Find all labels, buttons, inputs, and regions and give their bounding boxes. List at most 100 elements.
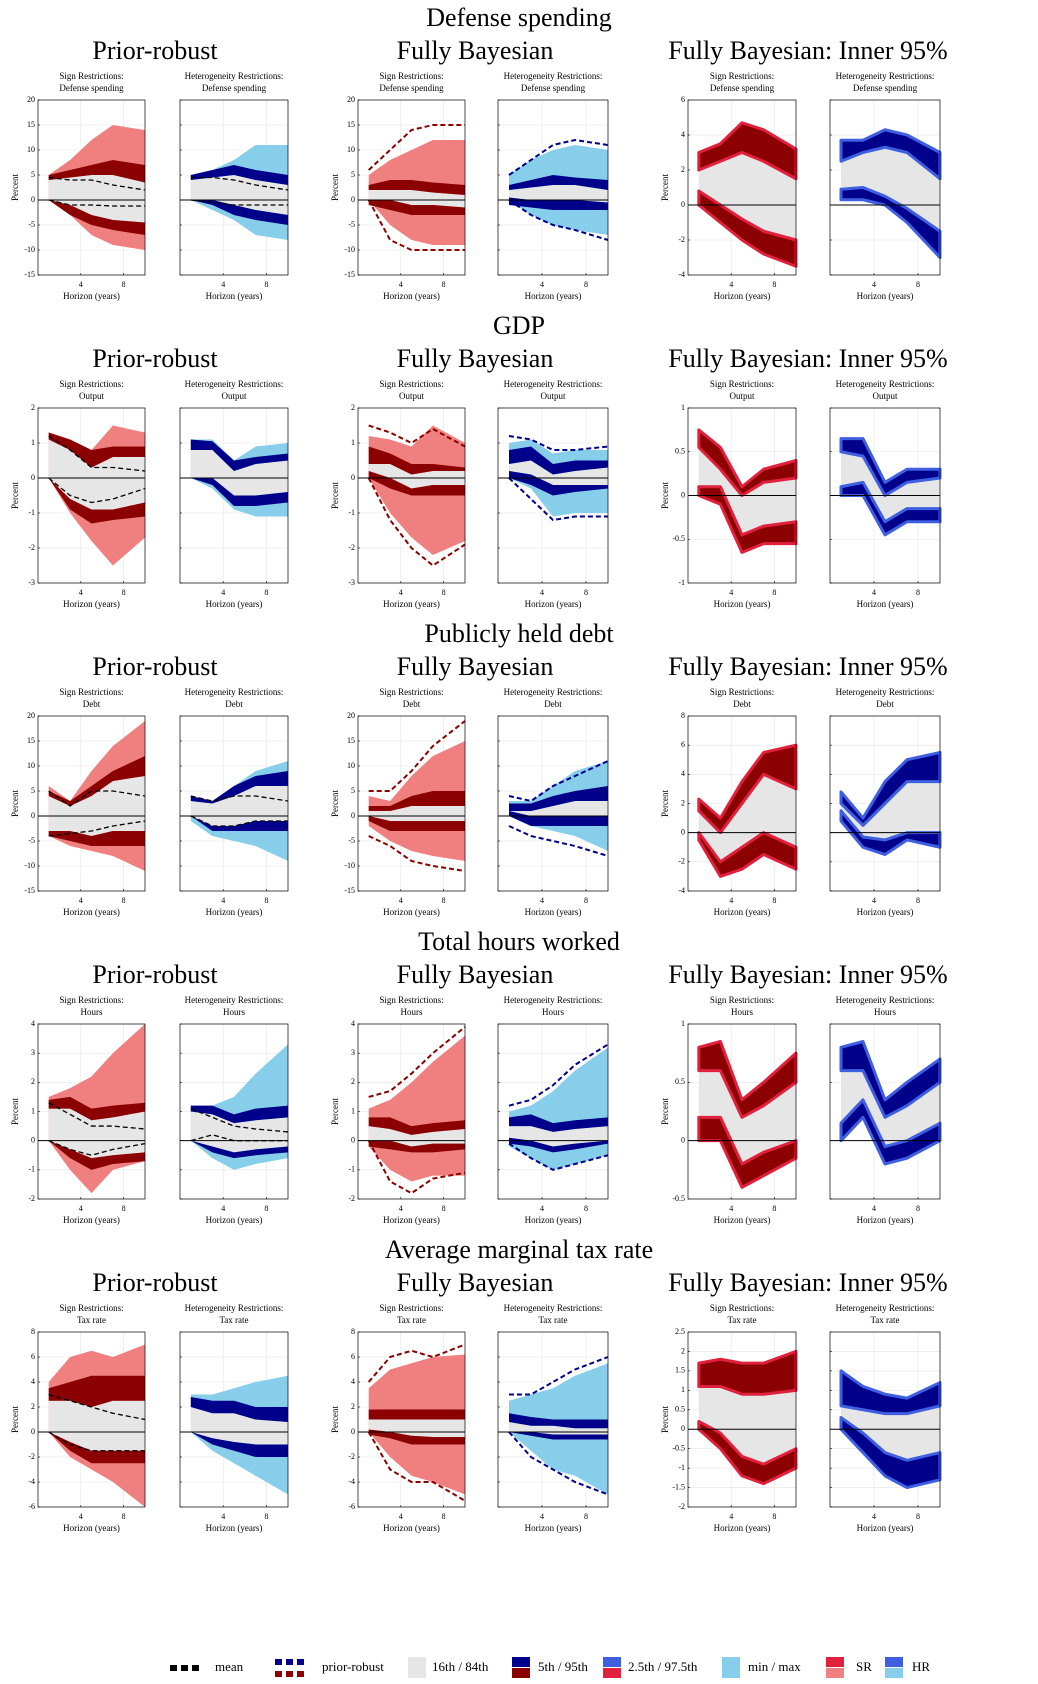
panel-subtitle: Hours [731,1007,753,1017]
y-tick-label: 4 [351,1019,355,1028]
panel: Sign Restrictions: Hours -2 -1 0 1 2 3 4 4 8Horizo… [330,995,466,1225]
y-axis-label: Percent [660,790,670,817]
band-lower [509,1432,608,1440]
y-tick-label: 20 [347,711,355,720]
panel-subtitle: Debt [876,699,894,709]
x-axis-label: Horizon (years) [857,1215,914,1225]
x-axis-label: Horizon (years) [383,907,440,917]
y-tick-label: -1.5 [672,1482,685,1491]
legend-label: 5th / 95th [538,1659,588,1674]
y-axis-label: Percent [10,482,20,509]
panel-restriction: Heterogeneity Restrictions: [504,687,603,697]
band-upper [368,180,465,195]
panel-restriction: Sign Restrictions: [710,995,774,1005]
legend-swatch [170,1665,177,1671]
panel-subtitle: Tax rate [219,1315,248,1325]
legend-swatch [275,1659,282,1665]
panel-restriction: Sign Restrictions: [710,71,774,81]
y-tick-label: 20 [27,711,35,720]
panel: Sign Restrictions: Output -1 -0.5 0 0.5 1 4 8Hor… [660,379,798,609]
plot-frame [357,715,466,892]
band-16-84 [509,185,608,203]
y-tick-label: 10 [27,145,35,154]
band-lower [368,816,465,831]
panel-restriction: Sign Restrictions: [59,71,123,81]
x-axis-label: Horizon (years) [206,907,263,917]
row-title: Total hours worked [418,927,620,956]
plot-frame [179,407,289,584]
band-16-84 [509,1422,608,1435]
x-tick-label: 4 [729,1204,733,1213]
panel-restriction: Heterogeneity Restrictions: [185,379,284,389]
x-tick-label: 8 [584,280,588,289]
band-16-84 [698,447,796,535]
y-tick-label: 0.5 [675,447,685,456]
legend-swatch [603,1668,621,1678]
band-16-84 [48,1400,146,1451]
band-lower [368,1429,465,1445]
y-tick-label: -4 [678,886,685,895]
band-16-84 [368,190,465,208]
panel: Heterogeneity Restrictions: Debt 4 8Horizon… [497,687,609,917]
panel: Sign Restrictions: Defense spending -15 -10… [10,71,146,301]
y-tick-label: 0 [681,1424,685,1433]
dashed-line [508,1142,609,1171]
band-upper [48,756,146,806]
y-tick-label: 0 [681,1135,685,1144]
x-tick-label: 8 [584,896,588,905]
y-tick-label: 0 [31,195,35,204]
panel-subtitle: Output [729,391,755,401]
panel: Heterogeneity Restrictions: Debt 4 8Horizon… [179,687,289,917]
dashed-line [48,1102,146,1130]
legend-swatch [885,1657,903,1667]
y-tick-label: 1 [31,438,35,447]
x-tick-label: 8 [264,588,268,597]
legend-label: prior-robust [322,1659,384,1674]
y-axis-label: Percent [660,1406,670,1433]
y-tick-label: 2 [351,403,355,412]
y-tick-label: 1 [681,403,685,412]
y-tick-label: 3 [31,1048,35,1057]
dashed-line [508,760,609,803]
band-upper [509,1413,608,1429]
panel: Heterogeneity Restrictions: Output 4 8Horiz… [829,379,942,609]
x-tick-label: 4 [79,280,83,289]
x-axis-label: Horizon (years) [714,599,771,609]
panel-restriction: Heterogeneity Restrictions: [504,379,603,389]
panel-restriction: Heterogeneity Restrictions: [504,1303,603,1313]
dashed-line [508,199,609,241]
y-axis-label: Percent [330,1098,340,1125]
legend-label: 16th / 84th [432,1659,489,1674]
y-tick-label: 4 [681,769,685,778]
panel-subtitle: Defense spending [379,83,444,93]
panel-subtitle: Hours [223,1007,245,1017]
legend-swatch [826,1657,844,1667]
x-tick-label: 8 [772,280,776,289]
panel-subtitle: Tax rate [870,1315,899,1325]
x-tick-label: 4 [399,280,403,289]
panel-restriction: Heterogeneity Restrictions: [504,995,603,1005]
panel-subtitle: Tax rate [397,1315,426,1325]
x-axis-label: Horizon (years) [857,599,914,609]
y-tick-label: 10 [27,761,35,770]
y-tick-label: -2 [28,1194,35,1203]
y-tick-label: -2 [678,1502,685,1511]
dashed-line [367,1343,466,1383]
y-axis-label: Percent [330,1406,340,1433]
band-lower [368,1140,465,1153]
band-16-84 [841,1405,940,1461]
y-tick-label: 1 [351,438,355,447]
x-tick-label: 8 [772,1204,776,1213]
band-lower [48,1432,146,1464]
y-tick-label: 5 [31,786,35,795]
x-axis-label: Horizon (years) [383,291,440,301]
y-tick-label: -10 [24,245,35,254]
x-tick-label: 4 [540,1512,544,1521]
y-axis-label: Percent [10,790,20,817]
dashed-line [508,138,609,176]
legend-label: mean [215,1659,244,1674]
y-tick-label: 0 [681,490,685,499]
band-16-84 [509,801,608,816]
panel-restriction: Heterogeneity Restrictions: [836,687,935,697]
panel-restriction: Sign Restrictions: [59,1303,123,1313]
